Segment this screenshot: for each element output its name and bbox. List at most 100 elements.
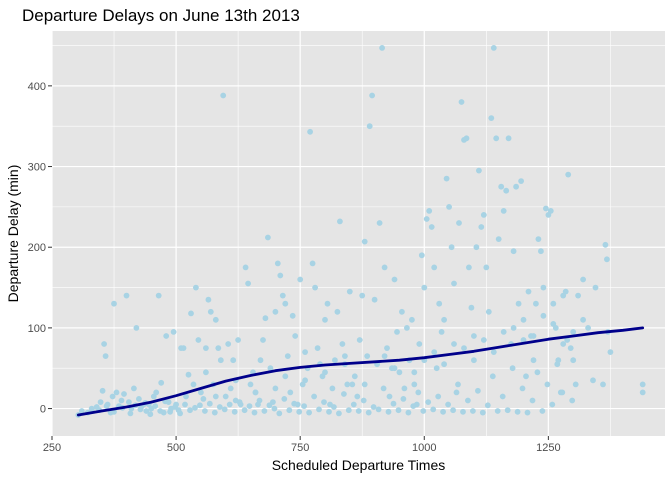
data-point: [326, 408, 332, 415]
data-point: [438, 329, 445, 335]
data-point: [262, 315, 269, 322]
data-point: [371, 296, 378, 303]
data-point: [172, 404, 179, 410]
data-point: [147, 411, 154, 418]
data-point: [192, 404, 198, 411]
data-point: [235, 337, 242, 343]
data-point: [420, 408, 427, 414]
data-point: [287, 389, 294, 396]
data-point: [355, 408, 362, 414]
x-axis-title: Scheduled Departure Times: [272, 457, 446, 473]
data-point: [365, 409, 372, 416]
data-point: [350, 401, 357, 408]
data-point: [341, 391, 347, 397]
data-point: [590, 377, 596, 384]
data-point: [230, 357, 237, 364]
data-point: [480, 337, 487, 343]
data-point: [97, 399, 104, 405]
data-point: [544, 381, 551, 388]
data-point: [547, 208, 554, 214]
data-point: [391, 276, 398, 283]
data-point: [525, 288, 532, 295]
data-point: [188, 310, 194, 317]
data-point: [314, 345, 321, 351]
data-point: [337, 218, 343, 225]
data-point: [281, 396, 288, 402]
chart-title: Departure Delays on June 13th 2013: [22, 6, 300, 25]
data-point: [200, 396, 207, 402]
y-tick-label: 100: [28, 323, 46, 335]
data-point: [569, 397, 576, 404]
data-point: [203, 369, 209, 376]
data-point: [446, 204, 452, 210]
data-point: [515, 300, 522, 307]
data-point: [274, 260, 281, 267]
data-point: [345, 407, 352, 414]
data-points: [75, 45, 646, 418]
data-point: [231, 408, 238, 415]
data-point: [197, 402, 203, 409]
data-point: [550, 321, 557, 327]
data-point: [292, 333, 299, 339]
data-point: [256, 397, 263, 404]
data-point: [514, 408, 521, 415]
data-point: [247, 381, 254, 388]
data-point: [404, 325, 410, 331]
data-point: [475, 387, 481, 394]
data-point: [198, 389, 204, 396]
data-point: [257, 357, 264, 364]
data-point: [261, 408, 268, 414]
data-point: [364, 353, 371, 359]
data-point: [311, 393, 317, 400]
data-point: [284, 353, 291, 359]
data-point: [498, 183, 505, 190]
data-point: [585, 325, 591, 331]
data-point: [252, 389, 259, 396]
data-point: [400, 396, 407, 402]
data-point: [346, 288, 353, 295]
data-point: [421, 284, 428, 291]
y-tick-label: 300: [28, 162, 46, 174]
data-point: [500, 329, 507, 335]
data-point: [495, 236, 502, 243]
data-point: [433, 365, 440, 372]
data-point: [410, 403, 417, 409]
data-point: [509, 365, 516, 372]
y-tick-label: 0: [40, 404, 46, 416]
data-point: [423, 216, 430, 222]
data-point: [529, 397, 536, 404]
data-point: [396, 369, 403, 376]
data-point: [342, 353, 348, 359]
data-point: [329, 385, 336, 392]
data-point: [479, 409, 486, 416]
data-point: [155, 292, 162, 299]
data-point: [518, 178, 524, 185]
data-point: [500, 208, 507, 214]
data-point: [282, 373, 289, 380]
data-point: [143, 408, 150, 414]
data-point: [195, 337, 202, 343]
data-point: [227, 385, 234, 392]
data-point: [336, 410, 342, 417]
data-point: [440, 408, 446, 415]
data-point: [354, 393, 361, 400]
data-point: [380, 385, 387, 392]
data-point: [533, 300, 539, 307]
data-point: [251, 409, 258, 416]
data-point: [604, 256, 610, 263]
data-point: [390, 400, 397, 407]
data-point: [468, 304, 475, 311]
data-point: [448, 244, 455, 251]
data-point: [361, 238, 368, 245]
data-point: [279, 292, 286, 299]
data-point: [127, 410, 134, 417]
data-point: [152, 403, 159, 409]
data-point: [222, 393, 229, 400]
data-point: [385, 408, 392, 415]
data-point: [111, 300, 117, 307]
data-point: [170, 329, 177, 335]
data-point: [216, 404, 223, 410]
data-point: [600, 381, 606, 388]
data-point: [277, 272, 284, 279]
